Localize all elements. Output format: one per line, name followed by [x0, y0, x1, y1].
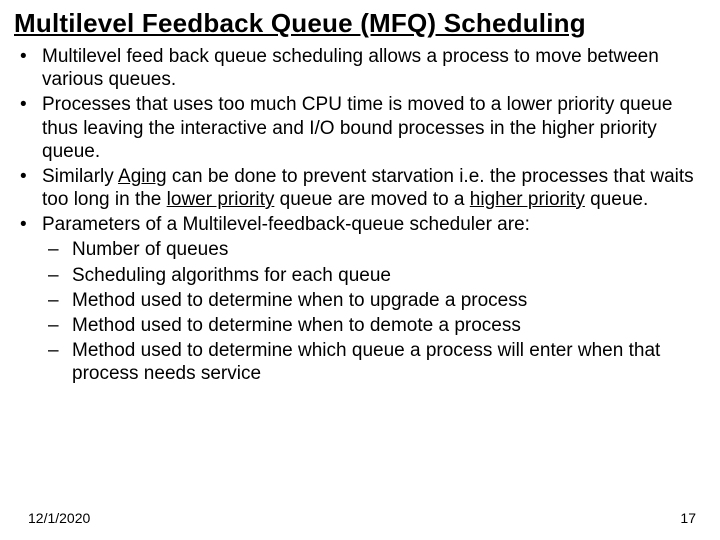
bullet-item: Processes that uses too much CPU time is…: [14, 93, 706, 163]
sub-bullet-text: Method used to determine when to upgrade…: [72, 290, 527, 311]
sub-bullet-item: Scheduling algorithms for each queue: [42, 264, 706, 287]
bullet-item: Parameters of a Multilevel-feedback-queu…: [14, 213, 706, 385]
sub-bullet-text: Number of queues: [72, 239, 228, 260]
bullet-text-part: Similarly: [42, 166, 118, 187]
bullet-text: Multilevel feed back queue scheduling al…: [42, 46, 659, 90]
bullet-text-underline: lower priority: [167, 189, 275, 210]
bullet-list: Multilevel feed back queue scheduling al…: [14, 45, 706, 385]
slide-title: Multilevel Feedback Queue (MFQ) Scheduli…: [14, 8, 706, 39]
sub-bullet-item: Method used to determine when to upgrade…: [42, 289, 706, 312]
footer-date: 12/1/2020: [28, 510, 90, 526]
sub-bullet-text: Method used to determine when to demote …: [72, 315, 521, 336]
bullet-text-part: queue.: [585, 189, 648, 210]
bullet-text: Processes that uses too much CPU time is…: [42, 94, 672, 161]
sub-bullet-text: Method used to determine which queue a p…: [72, 340, 660, 384]
sub-bullet-item: Method used to determine which queue a p…: [42, 339, 706, 385]
sub-bullet-list: Number of queues Scheduling algorithms f…: [42, 238, 706, 385]
bullet-text: Parameters of a Multilevel-feedback-queu…: [42, 214, 530, 235]
sub-bullet-item: Method used to determine when to demote …: [42, 314, 706, 337]
slide-container: Multilevel Feedback Queue (MFQ) Scheduli…: [0, 0, 720, 385]
sub-bullet-text: Scheduling algorithms for each queue: [72, 265, 391, 286]
bullet-text-underline: higher priority: [470, 189, 585, 210]
bullet-text-part: queue are moved to a: [274, 189, 469, 210]
footer-page-number: 17: [680, 510, 696, 526]
bullet-item: Multilevel feed back queue scheduling al…: [14, 45, 706, 91]
bullet-item: Similarly Aging can be done to prevent s…: [14, 165, 706, 211]
bullet-text-underline: Aging: [118, 166, 167, 187]
sub-bullet-item: Number of queues: [42, 238, 706, 261]
